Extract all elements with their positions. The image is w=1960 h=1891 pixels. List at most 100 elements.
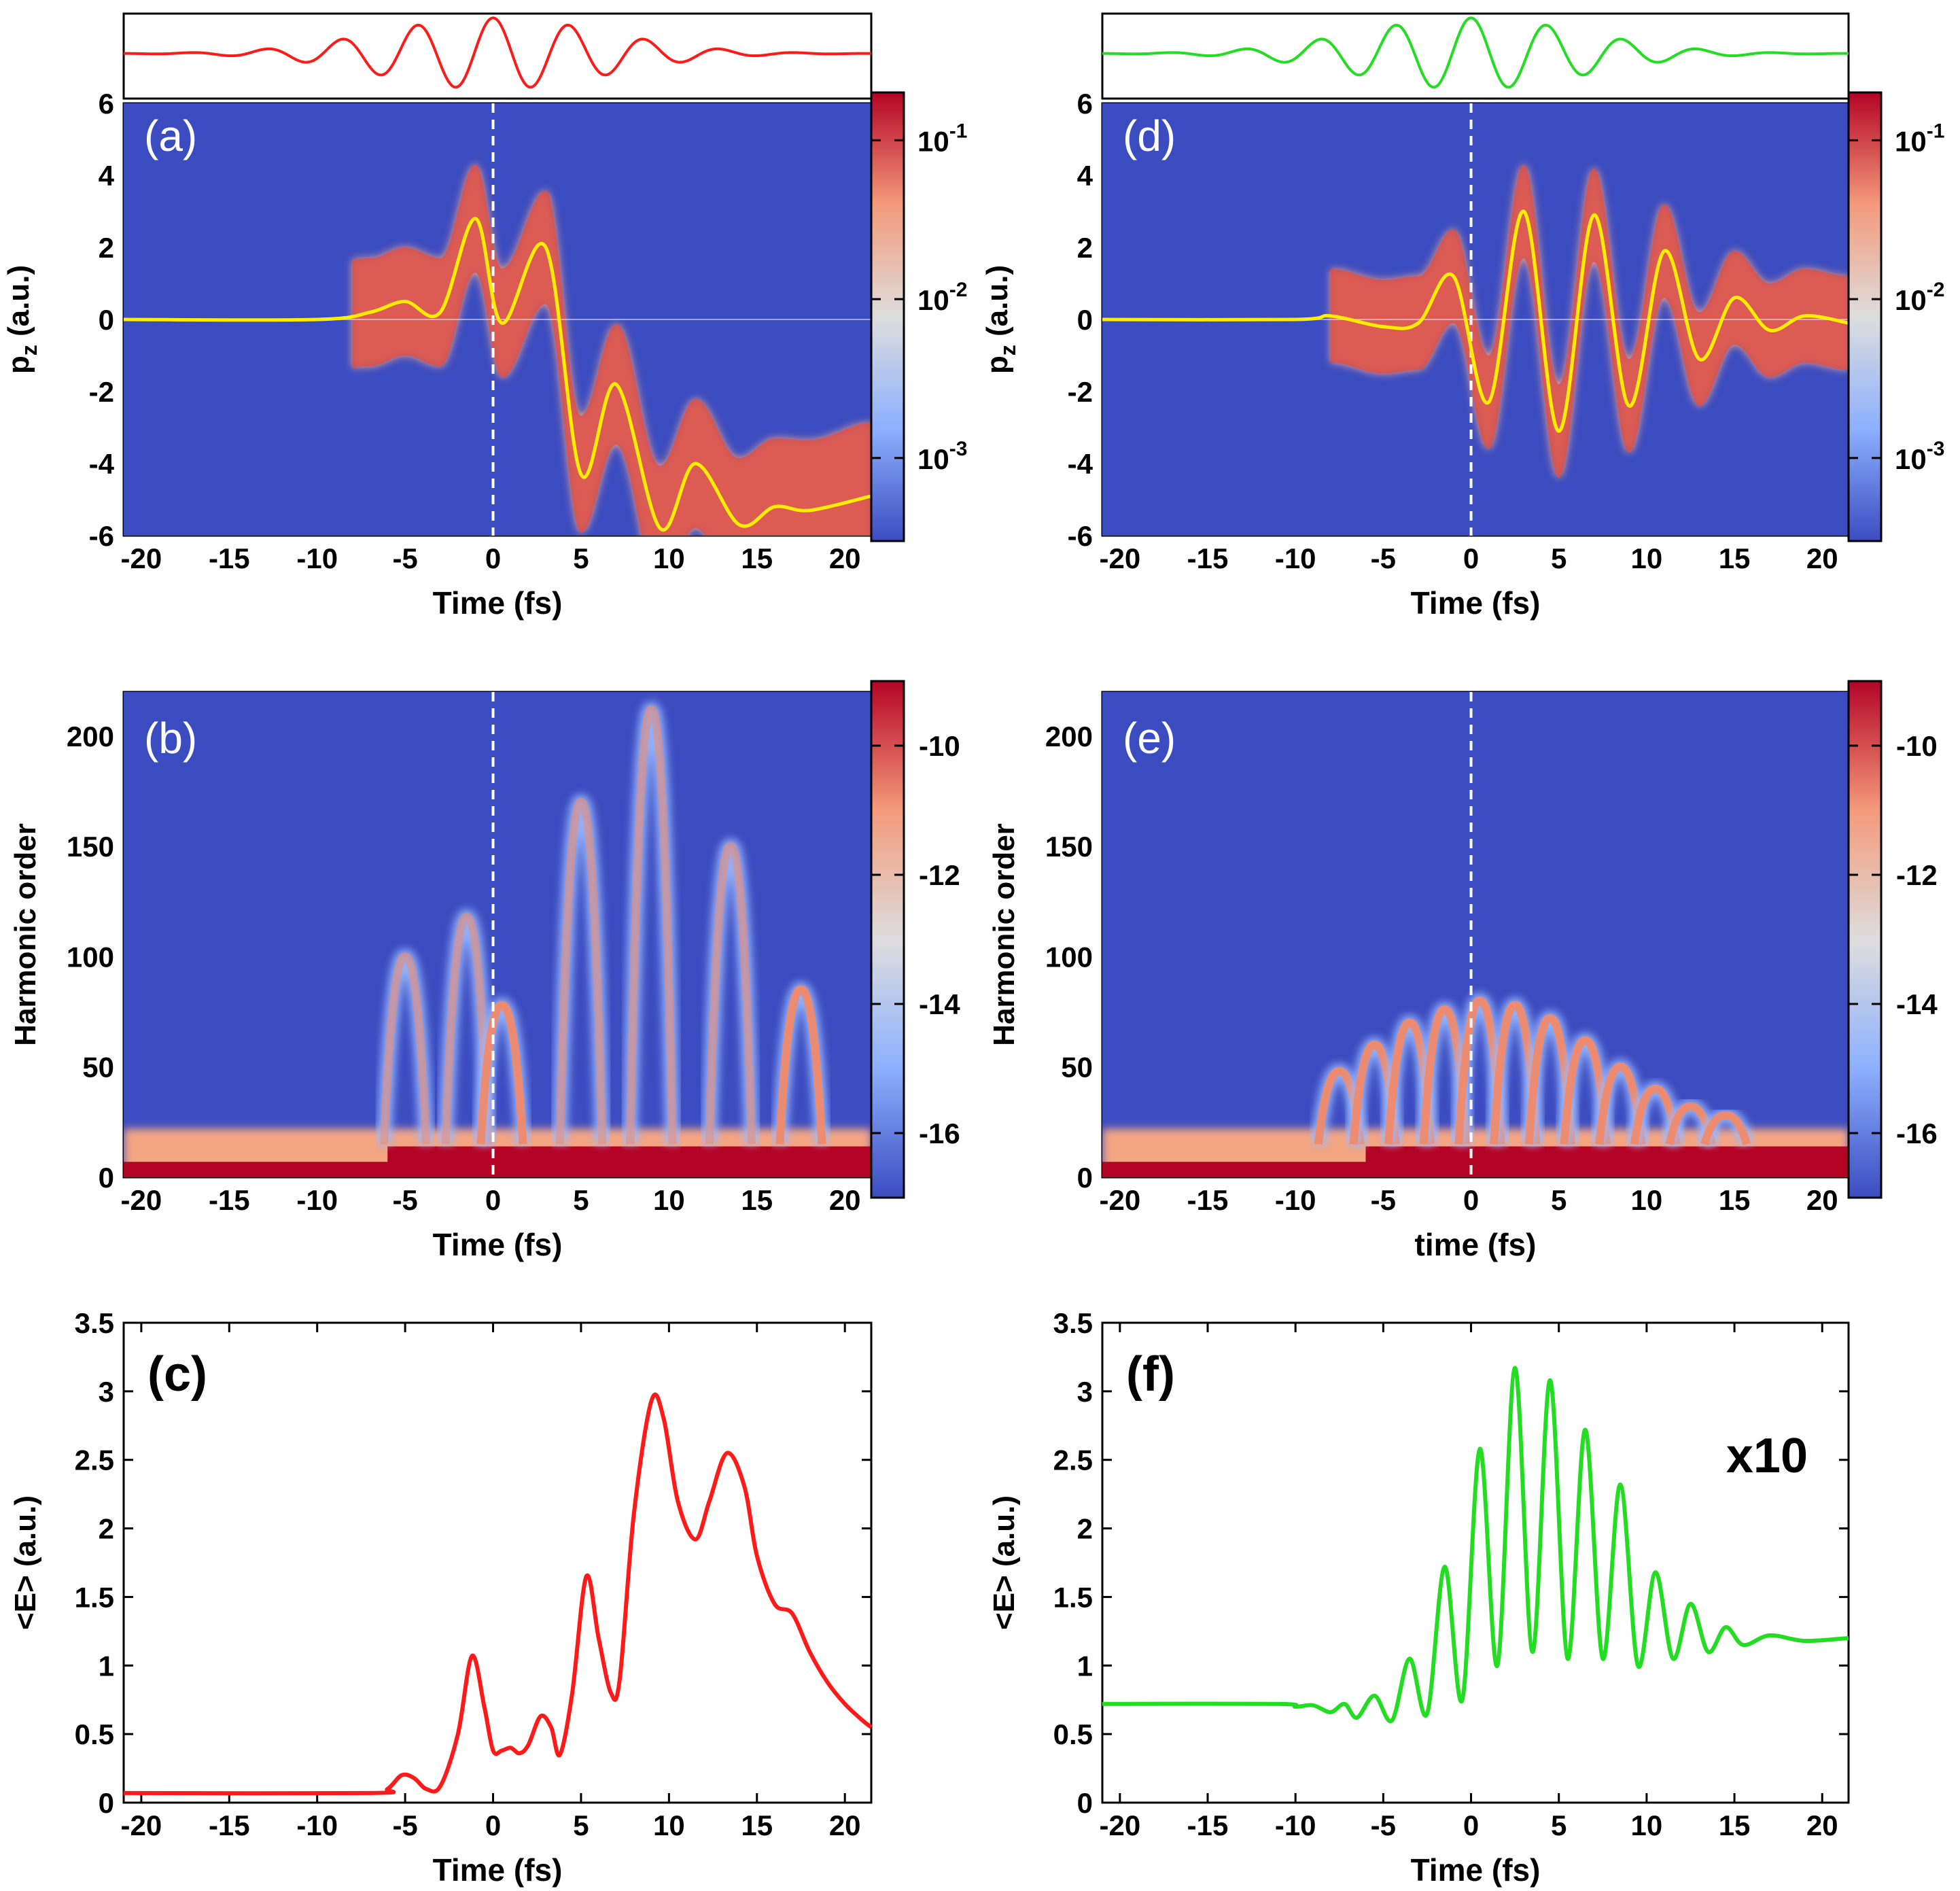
y-axis-label: <E> (a.u.) — [9, 1495, 42, 1630]
colorbar-tick-base: 10 — [917, 443, 949, 475]
x-tick-label: 5 — [573, 542, 589, 574]
x-tick-label: 20 — [829, 1809, 861, 1841]
y-tick-label: -4 — [1068, 448, 1093, 480]
plot-area — [124, 692, 871, 1177]
expectation-line — [124, 217, 871, 532]
harmonic-arch — [626, 705, 677, 1145]
y-tick-label: 0 — [1077, 1162, 1093, 1194]
y-tick-label: 6 — [99, 88, 114, 120]
x-tick-label: 20 — [829, 1184, 861, 1216]
y-axis-label-unit: (a.u.) — [981, 265, 1014, 345]
x-tick-label: -15 — [1187, 1809, 1229, 1841]
x-tick-label: -5 — [392, 1809, 417, 1841]
colorbar-tick-base: 10 — [1895, 284, 1927, 316]
colorbar-tick-exp: -1 — [1927, 120, 1945, 142]
x-tick-label: -5 — [392, 1184, 417, 1216]
colorbar-gradient — [870, 91, 905, 542]
y-tick-label: 4 — [1077, 160, 1093, 192]
x-tick-label: -5 — [1371, 1184, 1396, 1216]
colorbar-gradient — [870, 680, 905, 1199]
pulse-left — [122, 12, 873, 100]
colorbar-tick-label: 10-3 — [917, 438, 967, 475]
panel-label: (b) — [144, 714, 197, 763]
axes-frame — [1101, 1321, 1850, 1804]
colorbar-tick-exp: -3 — [949, 438, 968, 460]
x-tick-label: 5 — [1551, 1184, 1567, 1216]
y-tick-label: -6 — [1068, 520, 1093, 552]
y-tick-label: 1.5 — [1053, 1581, 1093, 1613]
expectation-line — [1102, 209, 1849, 433]
x-axis-label: Time (fs) — [433, 585, 563, 621]
colorbar-tick-label: 10-2 — [1895, 279, 1944, 316]
x-tick-label: 0 — [485, 1809, 501, 1841]
y-axis-label: Harmonic order — [9, 823, 42, 1046]
pulse-line — [1102, 16, 1849, 89]
panel-c-axes: -20 -15 -10 -5 0 5 10 15 20 0 0.5 1 1.5 2 2.5 3 3.5 Time … — [9, 1307, 873, 1888]
x-tick-label: -20 — [1099, 542, 1140, 574]
x-tick-label: -20 — [121, 1809, 162, 1841]
y-tick-label: 200 — [1045, 721, 1093, 752]
x-tick-label: 10 — [1631, 1809, 1663, 1841]
series-line — [1102, 1366, 1849, 1724]
x-tick-label: 20 — [829, 542, 861, 574]
y-axis-label-sub: z — [996, 345, 1020, 355]
x-tick-label: -15 — [209, 1184, 250, 1216]
heatmap-background — [124, 692, 871, 1177]
y-tick-label: 150 — [67, 831, 114, 863]
colorbar-tick-base: 10 — [1895, 443, 1927, 475]
x-tick-label: 0 — [485, 542, 501, 574]
panel-d-plot: (d) — [1102, 103, 1849, 536]
x-tick-label: 15 — [741, 1184, 773, 1216]
x-tick-label: 0 — [485, 1184, 501, 1216]
colorbar-tick-label: -14 — [919, 988, 960, 1020]
y-tick-label: 2 — [1077, 1513, 1093, 1545]
panel-f-plot: (f) x10 — [1102, 1347, 1849, 1724]
low-harmonics-base — [1102, 1162, 1849, 1177]
y-tick-label: -4 — [89, 448, 115, 480]
panel-label: (f) — [1126, 1347, 1175, 1402]
y-tick-label: 100 — [67, 941, 114, 973]
x-tick-label: 15 — [741, 1809, 773, 1841]
y-tick-label: 4 — [99, 160, 115, 192]
harmonic-arch — [1700, 1111, 1751, 1146]
y-tick-label: 1 — [99, 1650, 114, 1682]
x-axis-label: Time (fs) — [1411, 1852, 1541, 1888]
y-tick-label: 0 — [1077, 304, 1093, 336]
colorbar-tick-exp: -2 — [949, 279, 968, 301]
y-axis-label: pz (a.u.) — [2, 265, 41, 374]
colorbar-tick-base: 10 — [1895, 125, 1927, 157]
panel-label: (a) — [144, 111, 197, 160]
series-line — [123, 1392, 873, 1796]
y-tick-label: 200 — [67, 721, 114, 752]
colorbar-tick-label: 10-1 — [1895, 120, 1944, 157]
harmonic-arch — [555, 798, 606, 1145]
x-tick-label: 15 — [741, 542, 773, 574]
colorbar-gradient — [1847, 680, 1883, 1199]
x-tick-label: -15 — [209, 1809, 250, 1841]
panel-a-colorbar: 10-1 10 -2 10-3 — [870, 91, 968, 542]
x-tick-label: -20 — [121, 1184, 162, 1216]
colorbar-tick-label: -14 — [1896, 988, 1938, 1020]
x-tick-label: 10 — [1631, 1184, 1663, 1216]
x-tick-label: 5 — [573, 1809, 589, 1841]
x-tick-label: -20 — [1099, 1184, 1140, 1216]
panel-c-plot: (c) — [123, 1347, 873, 1796]
y-axis-label: pz (a.u.) — [981, 265, 1020, 374]
y-tick-label: 3.5 — [75, 1307, 114, 1339]
panel-label: (d) — [1123, 111, 1176, 160]
colorbar-tick-label: -12 — [919, 859, 960, 891]
y-axis-label-unit: (a.u.) — [2, 265, 35, 345]
y-tick-label: 0 — [1077, 1787, 1093, 1819]
x-axis-label: Time (fs) — [433, 1852, 563, 1888]
harmonic-arch — [775, 986, 826, 1145]
distribution-band-core — [1330, 164, 1849, 479]
colorbar-tick-label: 10-1 — [917, 120, 967, 157]
low-harmonics-base — [124, 1162, 871, 1177]
distribution-band-core — [352, 164, 871, 536]
x-tick-label: -10 — [1275, 542, 1316, 574]
colorbar-gradient — [1847, 91, 1883, 542]
y-tick-label: 3.5 — [1053, 1307, 1093, 1339]
colorbar-tick-label: -12 — [1896, 859, 1938, 891]
y-axis-label: <E> (a.u.) — [987, 1495, 1021, 1630]
